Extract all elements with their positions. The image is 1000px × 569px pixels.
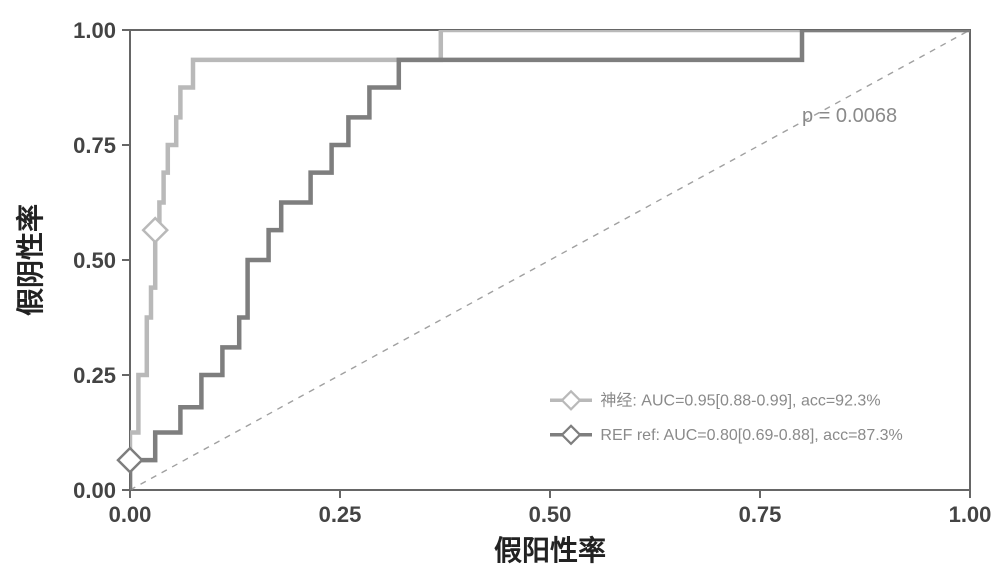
- y-tick-label: 0.00: [73, 478, 116, 503]
- p-value-annotation: p = 0.0068: [802, 105, 897, 127]
- x-tick-label: 0.75: [739, 502, 782, 527]
- y-tick-label: 0.75: [73, 133, 116, 158]
- x-tick-label: 1.00: [949, 502, 992, 527]
- x-axis-title: 假阳性率: [494, 534, 606, 566]
- x-tick-label: 0.00: [109, 502, 152, 527]
- legend-label-neural: 神经: AUC=0.95[0.88-0.99], acc=92.3%: [600, 391, 880, 409]
- roc-chart: 0.00 0.25 0.50 0.75 1.00 0.00 0.25 0.50 0.75 1.00…: [0, 0, 1000, 569]
- x-tick-label: 0.50: [529, 502, 572, 527]
- legend-label-ref: REF ref: AUC=0.80[0.69-0.88], acc=87.3%: [600, 427, 902, 444]
- y-tick-label: 0.25: [73, 363, 116, 388]
- y-axis-title: 假阴性率: [14, 204, 46, 316]
- y-tick-label: 0.50: [73, 248, 116, 273]
- x-tick-label: 0.25: [319, 502, 362, 527]
- y-tick-label: 1.00: [73, 18, 116, 43]
